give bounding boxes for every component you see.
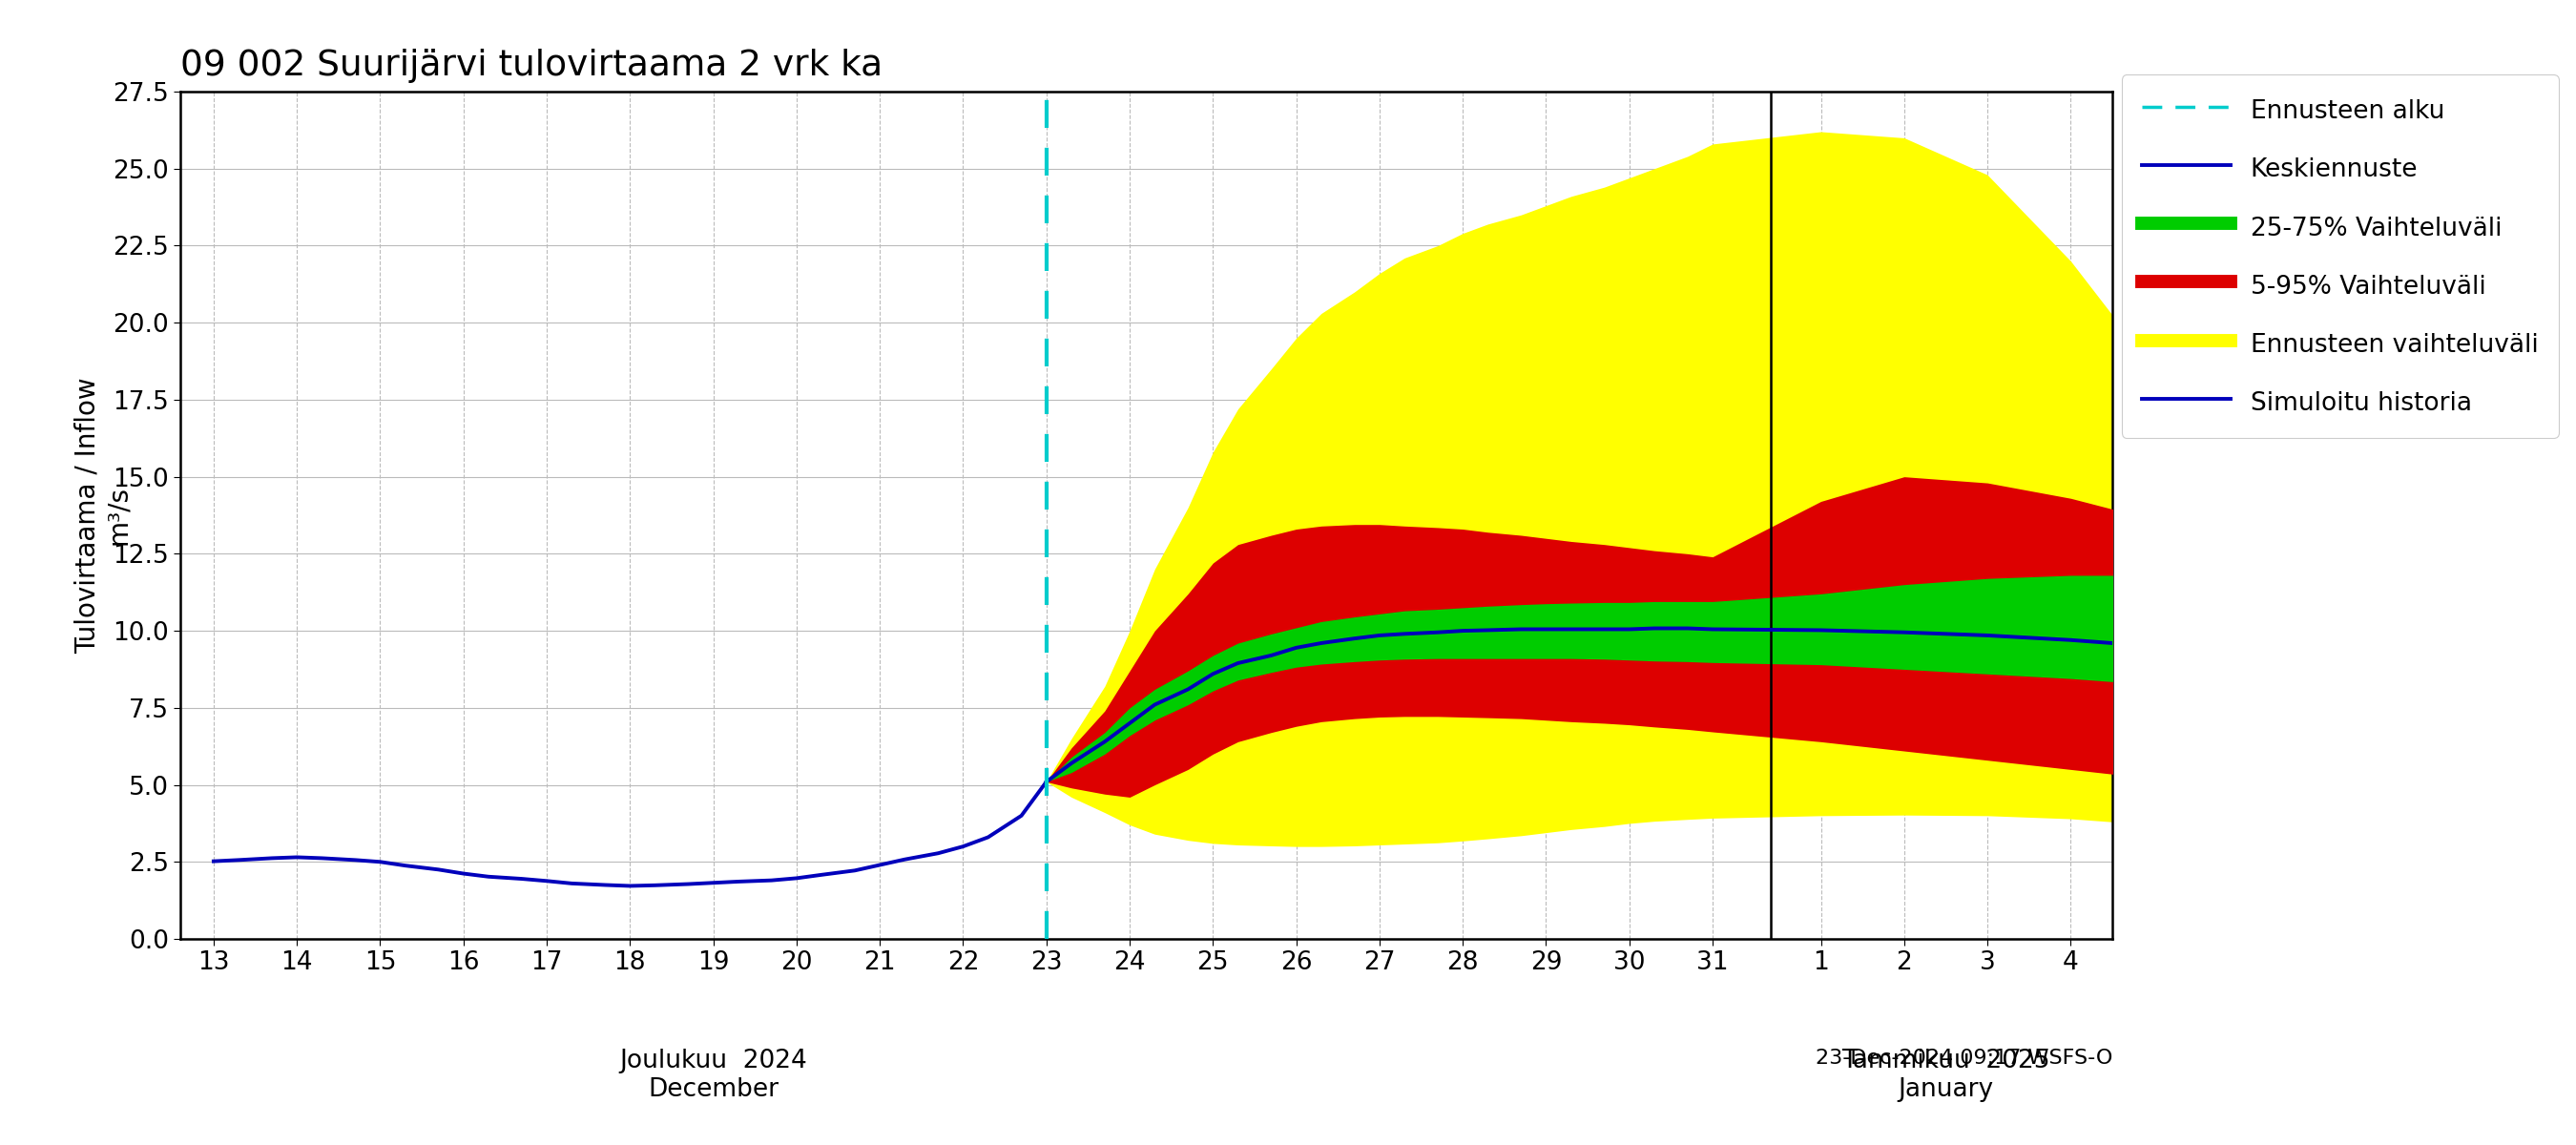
Text: 23-Dec-2024 09:17 WSFS-O: 23-Dec-2024 09:17 WSFS-O [1816,1049,2112,1068]
Text: Joulukuu  2024
December: Joulukuu 2024 December [618,1049,806,1103]
Text: Tammikuu  2025
January: Tammikuu 2025 January [1842,1049,2050,1103]
Y-axis label: Tulovirtaama / Inflow
m³/s: Tulovirtaama / Inflow m³/s [75,377,131,654]
Text: 09 002 Suurijärvi tulovirtaama 2 vrk ka: 09 002 Suurijärvi tulovirtaama 2 vrk ka [180,49,884,84]
Legend: Ennusteen alku, Keskiennuste, 25-75% Vaihteluväli, 5-95% Vaihteluväli, Ennusteen: Ennusteen alku, Keskiennuste, 25-75% Vai… [2123,74,2558,437]
